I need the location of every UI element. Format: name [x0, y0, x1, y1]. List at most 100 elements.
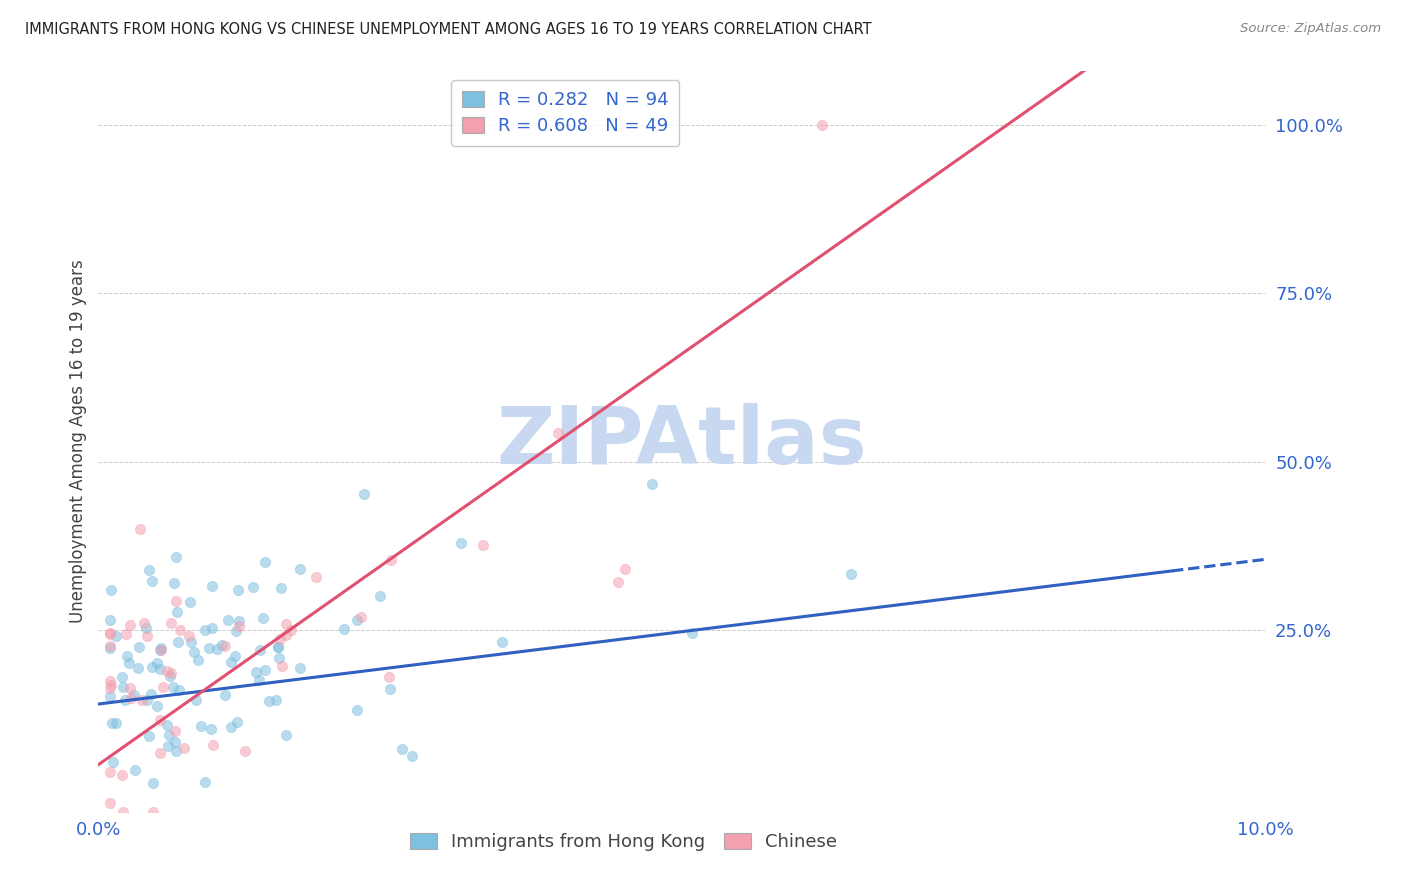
Point [270, 659, 292, 673]
Point [332, 622, 354, 636]
Point [266, 693, 288, 707]
Point [111, 670, 134, 684]
Point [118, 656, 141, 670]
Point [149, 643, 172, 657]
Point [167, 683, 190, 698]
Point [211, 639, 233, 653]
Point [173, 740, 195, 755]
Point [152, 680, 174, 694]
Point [641, 477, 664, 491]
Point [111, 805, 134, 819]
Point [163, 724, 186, 739]
Point [150, 643, 173, 657]
Point [219, 655, 242, 669]
Point [681, 625, 703, 640]
Point [120, 681, 142, 695]
Point [217, 613, 239, 627]
Point [368, 589, 391, 603]
Point [259, 694, 281, 708]
Point [156, 717, 179, 731]
Point [225, 714, 247, 729]
Point [149, 746, 172, 760]
Point [98, 613, 121, 627]
Point [101, 755, 124, 769]
Point [101, 715, 124, 730]
Point [290, 661, 312, 675]
Point [98, 627, 121, 641]
Point [226, 583, 249, 598]
Point [201, 621, 224, 635]
Point [547, 426, 569, 441]
Point [136, 629, 159, 643]
Point [100, 583, 122, 598]
Point [190, 718, 212, 732]
Point [254, 555, 277, 569]
Point [162, 680, 184, 694]
Point [149, 714, 172, 728]
Point [131, 693, 153, 707]
Point [242, 580, 264, 594]
Point [183, 645, 205, 659]
Point [233, 744, 256, 758]
Point [129, 522, 152, 536]
Point [224, 648, 246, 663]
Point [839, 566, 862, 581]
Point [139, 687, 162, 701]
Point [270, 581, 292, 595]
Point [136, 693, 159, 707]
Point [391, 742, 413, 756]
Point [163, 576, 186, 591]
Point [98, 626, 121, 640]
Point [214, 688, 236, 702]
Point [114, 627, 136, 641]
Point [202, 738, 225, 752]
Point [159, 669, 181, 683]
Point [267, 640, 290, 655]
Point [346, 703, 368, 717]
Point [142, 775, 165, 789]
Point [132, 616, 155, 631]
Point [165, 593, 187, 607]
Point [141, 574, 163, 588]
Point [225, 624, 247, 638]
Legend: Immigrants from Hong Kong, Chinese: Immigrants from Hong Kong, Chinese [402, 825, 845, 858]
Point [274, 617, 297, 632]
Point [491, 635, 513, 649]
Point [401, 749, 423, 764]
Point [167, 634, 190, 648]
Point [124, 688, 146, 702]
Point [350, 609, 373, 624]
Point [111, 768, 134, 782]
Point [114, 693, 136, 707]
Point [228, 618, 250, 632]
Point [269, 632, 291, 646]
Point [450, 536, 472, 550]
Point [157, 739, 180, 753]
Point [194, 775, 217, 789]
Point [194, 623, 217, 637]
Point [169, 623, 191, 637]
Point [142, 805, 165, 819]
Point [288, 561, 311, 575]
Point [267, 651, 290, 665]
Point [165, 744, 187, 758]
Point [98, 689, 121, 703]
Point [179, 595, 201, 609]
Point [274, 728, 297, 742]
Y-axis label: Unemployment Among Ages 16 to 19 years: Unemployment Among Ages 16 to 19 years [69, 260, 87, 624]
Point [120, 690, 142, 705]
Point [378, 682, 401, 697]
Point [127, 661, 149, 675]
Point [221, 721, 243, 735]
Point [159, 728, 181, 742]
Point [165, 734, 187, 748]
Point [118, 618, 141, 632]
Point [253, 663, 276, 677]
Text: Source: ZipAtlas.com: Source: ZipAtlas.com [1240, 22, 1381, 36]
Text: ZIPAtlas: ZIPAtlas [496, 402, 868, 481]
Point [98, 681, 121, 695]
Point [146, 698, 169, 713]
Point [98, 641, 121, 656]
Point [156, 665, 179, 679]
Point [274, 628, 297, 642]
